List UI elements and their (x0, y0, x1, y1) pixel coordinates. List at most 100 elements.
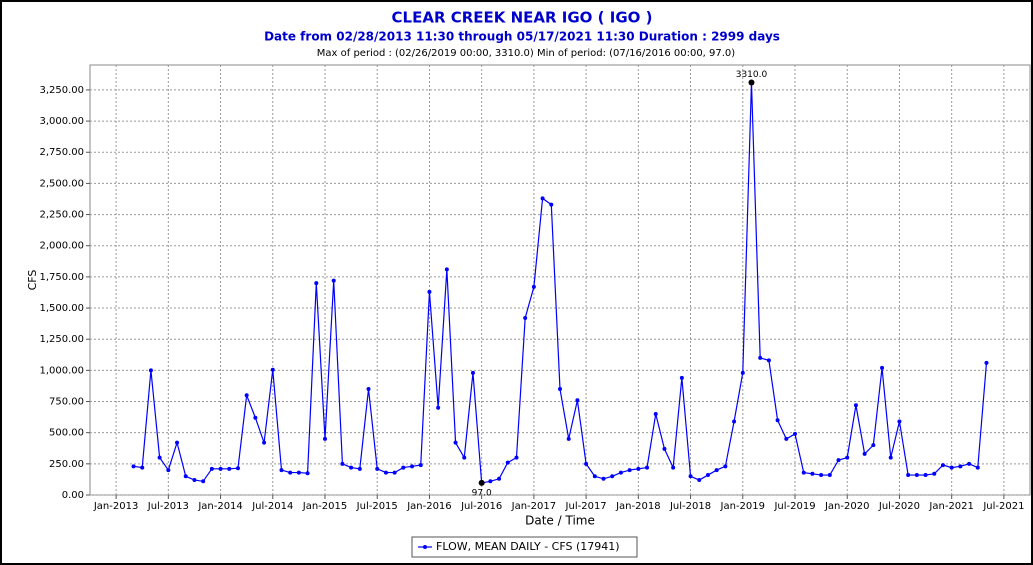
data-point (853, 403, 858, 408)
data-point (627, 468, 632, 473)
data-point (897, 419, 902, 424)
data-point (392, 470, 397, 475)
data-point (592, 474, 597, 479)
data-point (645, 465, 650, 470)
data-point (784, 436, 789, 441)
data-point (462, 455, 467, 460)
data-point (888, 455, 893, 460)
data-point (540, 196, 545, 201)
data-point (323, 436, 327, 441)
data-point (697, 478, 702, 483)
x-tick-label: Jan-2018 (615, 501, 660, 512)
data-point (279, 468, 284, 473)
data-point (793, 431, 797, 436)
data-point (732, 419, 737, 424)
data-point (514, 455, 519, 460)
data-point (705, 473, 710, 478)
data-point (758, 355, 763, 360)
data-point (270, 367, 275, 372)
data-point (958, 464, 963, 469)
x-tick-label: Jul-2016 (460, 501, 502, 512)
data-point (836, 458, 841, 463)
chart-title: CLEAR CREEK NEAR IGO ( IGO ) (392, 9, 653, 27)
x-tick-label: Jul-2021 (982, 501, 1024, 512)
data-point (209, 466, 214, 471)
data-point (148, 368, 153, 373)
data-point (880, 365, 885, 370)
data-point (810, 471, 815, 476)
x-tick-label: Jan-2013 (93, 501, 138, 512)
data-point (967, 461, 972, 466)
data-point (253, 415, 258, 420)
data-point (975, 465, 980, 470)
x-tick-label: Jul-2015 (356, 501, 398, 512)
data-point (183, 474, 188, 479)
data-point (427, 289, 432, 294)
data-point (549, 202, 554, 207)
x-tick-label: Jan-2019 (720, 501, 765, 512)
data-point (444, 267, 449, 272)
y-tick-label: 2,750.00 (39, 147, 84, 158)
chart-subtitle: Date from 02/28/2013 11:30 through 05/17… (264, 30, 780, 44)
data-point (636, 466, 641, 471)
data-point (923, 473, 928, 478)
data-point (357, 466, 362, 471)
data-point (166, 468, 171, 473)
y-tick-label: 1,500.00 (39, 303, 84, 314)
chart-subtitle-2: Max of period : (02/26/2019 00:00, 3310.… (317, 48, 736, 59)
data-point (436, 405, 441, 410)
data-point (470, 370, 475, 375)
x-tick-label: Jan-2016 (406, 501, 451, 512)
data-point (140, 465, 145, 470)
annotation-marker (478, 479, 485, 486)
data-point (497, 476, 502, 481)
data-point (331, 278, 336, 283)
data-point (740, 370, 745, 375)
y-tick-label: 1,750.00 (39, 272, 84, 283)
data-point (949, 465, 954, 470)
data-point (862, 451, 867, 456)
legend-marker (423, 545, 427, 549)
x-tick-label: Jan-2014 (197, 501, 242, 512)
y-tick-label: 250.00 (49, 459, 84, 470)
data-point (262, 440, 267, 445)
x-tick-label: Jan-2017 (511, 501, 556, 512)
y-tick-label: 2,500.00 (39, 178, 84, 189)
data-point (679, 375, 684, 380)
x-tick-label: Jul-2014 (251, 501, 293, 512)
data-point (531, 284, 536, 289)
x-tick-label: Jan-2015 (302, 501, 347, 512)
data-point (157, 455, 162, 460)
x-tick-label: Jan-2020 (824, 501, 869, 512)
legend (411, 536, 638, 558)
data-point (375, 466, 380, 471)
data-point (871, 443, 876, 448)
data-point (366, 387, 371, 392)
data-point (671, 465, 676, 470)
y-tick-label: 500.00 (49, 428, 84, 439)
data-point (192, 478, 197, 483)
data-point (235, 466, 240, 471)
data-point (383, 470, 388, 475)
y-tick-label: 0.00 (62, 490, 84, 501)
y-tick-label: 1,250.00 (39, 334, 84, 345)
data-point (584, 461, 589, 466)
x-tick-label: Jul-2020 (878, 501, 920, 512)
data-point (932, 471, 937, 476)
data-point (566, 436, 571, 441)
data-point (801, 470, 806, 475)
data-point (723, 464, 728, 469)
data-point (418, 463, 423, 468)
y-tick-label: 1,000.00 (39, 365, 84, 376)
data-point (601, 476, 606, 481)
data-point (505, 460, 510, 465)
data-point (305, 471, 310, 476)
data-point (227, 466, 232, 471)
plot-area (89, 64, 1031, 496)
data-point (314, 281, 319, 286)
data-point (218, 466, 223, 471)
data-point (349, 465, 354, 470)
data-point (244, 393, 249, 398)
x-axis-label: Date / Time (525, 514, 595, 528)
